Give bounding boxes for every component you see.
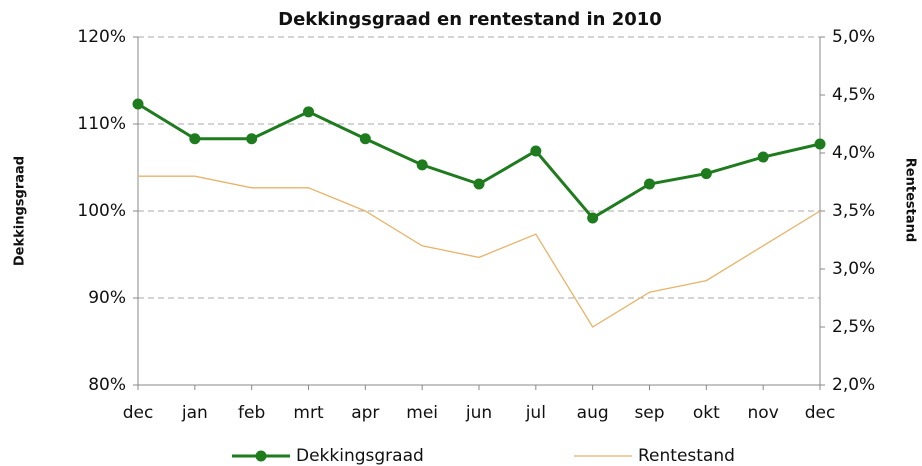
y-tick-label: 120% (77, 27, 126, 47)
x-tick-label: sep (634, 403, 664, 423)
marker (587, 212, 599, 224)
x-tick-label: okt (693, 403, 720, 423)
y2-tick-label: 4,0% (832, 143, 875, 163)
y2-tick-label: 2,5% (832, 317, 875, 337)
marker (757, 151, 769, 163)
y-tick-label: 110% (77, 114, 126, 134)
x-tick-label: dec (123, 403, 154, 423)
y-axis-label: Dekkingsgraad (13, 156, 28, 266)
marker (132, 98, 144, 110)
x-tick-label: dec (805, 403, 836, 423)
y2-tick-label: 5,0% (832, 27, 875, 47)
y2-tick-label: 2,0% (832, 375, 875, 395)
x-tick-label: jun (465, 403, 492, 423)
x-tick-label: jul (525, 403, 546, 423)
y2-tick-label: 3,5% (832, 201, 875, 221)
x-tick-label: apr (351, 403, 379, 423)
marker (189, 133, 201, 145)
x-tick-label: aug (577, 403, 609, 423)
legend-marker (255, 450, 267, 462)
y-tick-label: 90% (88, 288, 126, 308)
marker (473, 178, 485, 190)
marker (416, 159, 428, 171)
y-tick-label: 100% (77, 201, 126, 221)
x-tick-label: feb (238, 403, 265, 423)
marker (246, 133, 258, 145)
marker (644, 178, 655, 190)
y2-tick-label: 3,0% (832, 259, 875, 279)
x-tick-label: mei (406, 403, 438, 423)
marker (359, 133, 371, 145)
x-tick-label: nov (748, 403, 779, 423)
y-tick-label: 80% (88, 375, 126, 395)
chart-title: Dekkingsgraad en rentestand in 2010 (278, 9, 662, 30)
marker (814, 138, 826, 150)
y2-tick-label: 4,5% (832, 85, 875, 105)
series-line (138, 175, 821, 328)
series-line (137, 102, 821, 220)
legend-label: Rentestand (638, 446, 735, 466)
x-tick-label: mrt (293, 403, 324, 423)
marker (700, 168, 712, 180)
y2-axis-label: Rentestand (903, 158, 918, 242)
marker (530, 145, 542, 157)
legend-label: Dekkingsgraad (296, 446, 424, 466)
marker (303, 106, 314, 118)
x-tick-label: jan (181, 403, 208, 423)
